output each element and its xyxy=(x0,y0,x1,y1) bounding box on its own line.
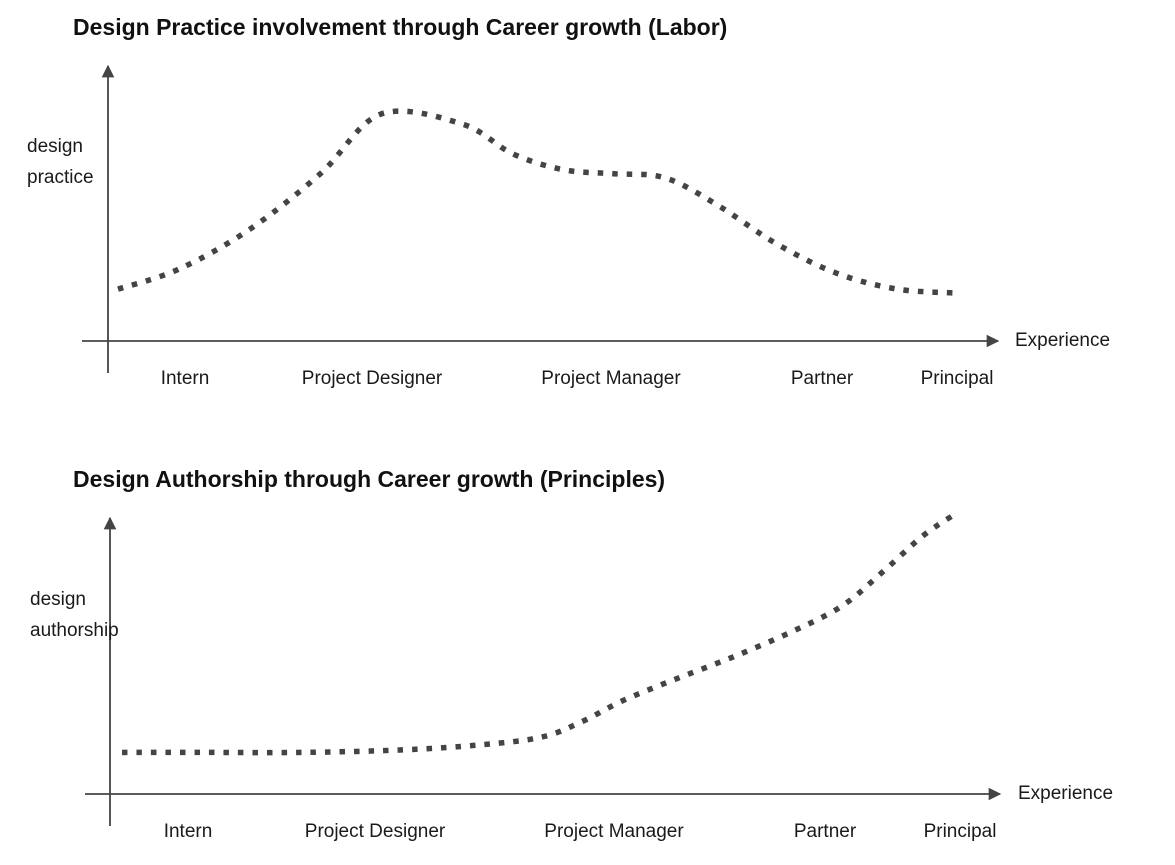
y-axis-label-line: design xyxy=(30,589,86,610)
x-tick-label: Intern xyxy=(164,821,213,842)
x-tick-label: Partner xyxy=(791,368,854,389)
x-tick-label: Principal xyxy=(924,821,997,842)
series-line xyxy=(117,108,959,296)
x-tick-label: Intern xyxy=(161,368,210,389)
x-tick-label: Project Designer xyxy=(302,368,443,389)
x-axis-label: Experience xyxy=(1015,330,1110,351)
x-tick-label: Project Manager xyxy=(541,368,681,389)
x-tick-label: Project Manager xyxy=(544,821,684,842)
chart-principles: design authorship Experience Intern Project … xyxy=(30,513,1113,842)
chart-title-labor: Design Practice involvement through Care… xyxy=(73,14,728,40)
y-axis-label-line: design xyxy=(27,136,83,157)
series-line xyxy=(121,513,954,756)
x-tick-label: Principal xyxy=(921,368,994,389)
chart-title-principles: Design Authorship through Career growth … xyxy=(73,466,666,492)
x-axis-label: Experience xyxy=(1018,783,1113,804)
chart-labor: design practice Experience Intern Project De… xyxy=(27,64,1110,389)
y-axis-label-line: practice xyxy=(27,167,94,188)
y-axis-label-line: authorship xyxy=(30,620,119,641)
x-tick-label: Project Designer xyxy=(305,821,446,842)
x-tick-label: Partner xyxy=(794,821,857,842)
